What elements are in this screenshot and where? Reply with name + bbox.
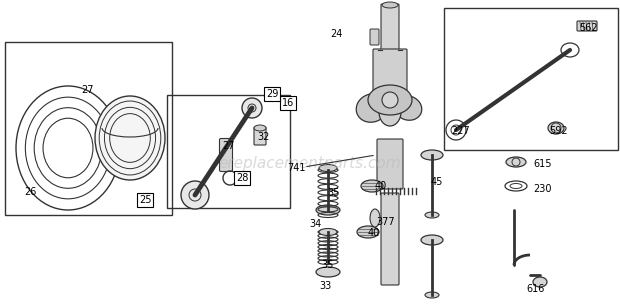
- Text: 377: 377: [377, 217, 396, 227]
- Bar: [5, 42, 172, 215]
- Text: 40: 40: [368, 228, 380, 238]
- Text: ereplacementparts.com: ereplacementparts.com: [219, 155, 401, 170]
- Ellipse shape: [533, 277, 547, 287]
- Text: 32: 32: [257, 132, 269, 142]
- Ellipse shape: [421, 150, 443, 160]
- FancyBboxPatch shape: [381, 193, 399, 285]
- Circle shape: [181, 181, 209, 209]
- Ellipse shape: [356, 94, 388, 122]
- Text: 27: 27: [222, 141, 234, 151]
- Ellipse shape: [548, 122, 564, 134]
- Ellipse shape: [319, 229, 337, 236]
- FancyBboxPatch shape: [373, 49, 407, 91]
- Bar: [444, 8, 618, 150]
- Text: 592: 592: [549, 126, 567, 136]
- Text: 562: 562: [580, 23, 598, 33]
- Circle shape: [242, 98, 262, 118]
- Bar: [167, 95, 290, 208]
- Text: 27: 27: [81, 85, 93, 95]
- Text: 40: 40: [375, 181, 387, 191]
- Text: 45: 45: [431, 177, 443, 187]
- Text: 616: 616: [527, 284, 545, 294]
- Ellipse shape: [95, 96, 165, 180]
- Text: 230: 230: [534, 184, 552, 194]
- Text: 34: 34: [309, 219, 321, 229]
- FancyBboxPatch shape: [370, 29, 379, 45]
- Text: 227: 227: [451, 126, 471, 136]
- Text: 29: 29: [266, 89, 278, 99]
- Ellipse shape: [425, 212, 439, 218]
- Ellipse shape: [425, 292, 439, 298]
- Ellipse shape: [319, 165, 337, 171]
- Ellipse shape: [421, 235, 443, 245]
- FancyBboxPatch shape: [219, 139, 232, 171]
- Ellipse shape: [382, 2, 398, 8]
- Ellipse shape: [357, 226, 379, 238]
- FancyBboxPatch shape: [381, 4, 399, 51]
- Ellipse shape: [368, 85, 412, 115]
- Ellipse shape: [394, 96, 422, 120]
- Text: 26: 26: [24, 187, 36, 197]
- Text: 28: 28: [236, 173, 248, 183]
- Ellipse shape: [506, 157, 526, 167]
- Ellipse shape: [316, 267, 340, 277]
- FancyBboxPatch shape: [254, 127, 266, 145]
- Circle shape: [382, 92, 398, 108]
- Ellipse shape: [361, 180, 383, 192]
- Text: 24: 24: [330, 29, 342, 39]
- Ellipse shape: [316, 205, 340, 215]
- Text: 25: 25: [139, 195, 151, 205]
- Ellipse shape: [379, 98, 401, 126]
- Text: 615: 615: [534, 159, 552, 169]
- Text: 16: 16: [282, 98, 294, 108]
- Ellipse shape: [254, 125, 266, 131]
- FancyBboxPatch shape: [377, 139, 403, 189]
- Text: 741: 741: [287, 163, 305, 173]
- Text: 35: 35: [321, 260, 333, 270]
- FancyBboxPatch shape: [577, 21, 597, 31]
- Text: 33: 33: [319, 281, 331, 291]
- Text: 35: 35: [327, 188, 339, 198]
- Ellipse shape: [370, 209, 380, 227]
